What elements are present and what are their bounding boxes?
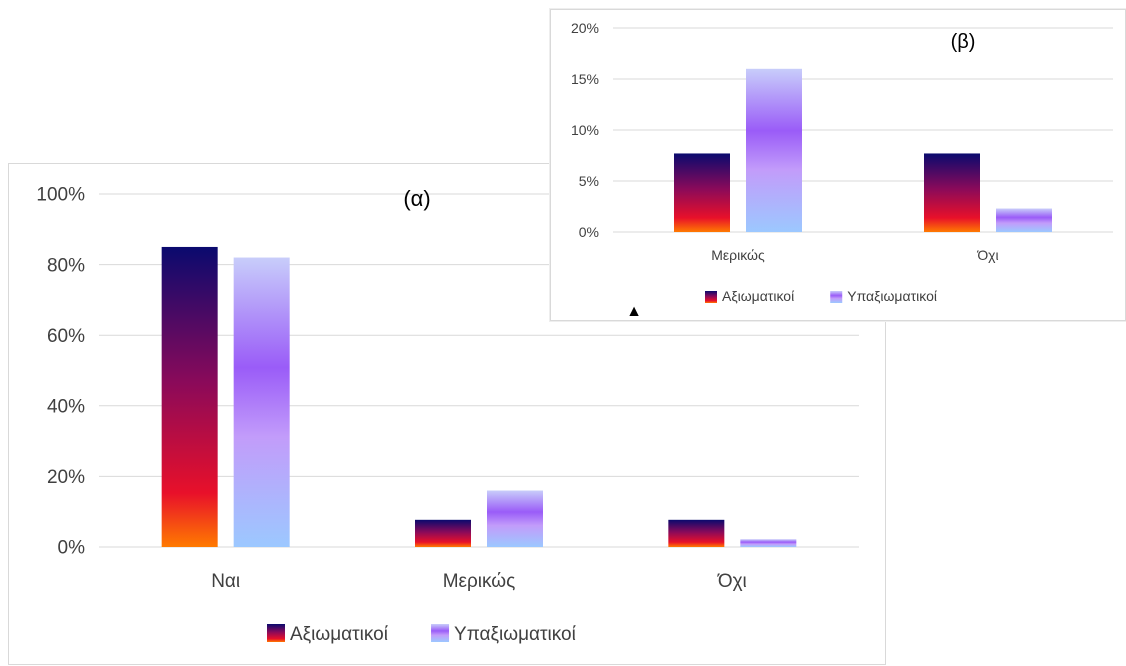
x-tick-label: Μερικώς	[443, 571, 516, 592]
x-tick-label: Ναι	[211, 571, 240, 592]
y-tick-label: 0%	[579, 224, 599, 240]
y-tick-label: 80%	[47, 255, 85, 276]
bar	[233, 257, 290, 547]
legend-label: Υπαξιωματικοί	[454, 624, 577, 645]
y-tick-label: 20%	[571, 20, 599, 36]
bar	[674, 153, 730, 232]
bar	[746, 68, 802, 232]
y-tick-label: 10%	[571, 122, 599, 138]
y-tick-label: 20%	[47, 467, 85, 488]
x-tick-label: Μερικώς	[711, 247, 765, 263]
y-tick-label: 40%	[47, 396, 85, 417]
x-tick-label: Όχι	[976, 247, 998, 263]
chart-b-svg: 0% 5% 10% 15% 20% Μερικώς Όχι (β) Αξιωματικοί Υπα…	[571, 20, 1113, 320]
legend-swatch	[431, 624, 450, 642]
bar	[487, 490, 543, 547]
legend-label: Υπαξιωματικοί	[847, 288, 937, 304]
bar	[161, 246, 218, 547]
y-tick-label: 5%	[579, 173, 599, 189]
triangle-marker-icon: ▲	[626, 303, 642, 320]
legend-swatch	[267, 624, 285, 642]
legend-label: Αξιωματικοί	[290, 624, 389, 645]
bar	[924, 153, 980, 232]
y-tick-label: 100%	[36, 185, 85, 206]
legend-label: Αξιωματικοί	[722, 288, 794, 304]
bar	[740, 539, 797, 547]
chart-title: (β)	[951, 31, 976, 53]
y-tick-label: 0%	[58, 538, 86, 559]
chart-a-svg: 0% 20% 40% 60% 80% 100% Ναι Μερικώς Όχι (α) Αξιωμα…	[36, 185, 859, 645]
y-tick-label: 60%	[47, 326, 85, 347]
bar	[996, 208, 1052, 232]
y-tick-label: 15%	[571, 71, 599, 87]
bar	[415, 519, 471, 547]
bar	[668, 519, 725, 547]
legend-swatch	[830, 291, 843, 303]
chart-title: (α)	[403, 186, 430, 211]
chart-panel-b: 0% 5% 10% 15% 20% Μερικώς Όχι (β) Αξιωματικοί Υπα…	[550, 9, 1126, 321]
legend-swatch	[705, 291, 717, 303]
x-tick-label: Όχι	[717, 571, 747, 592]
